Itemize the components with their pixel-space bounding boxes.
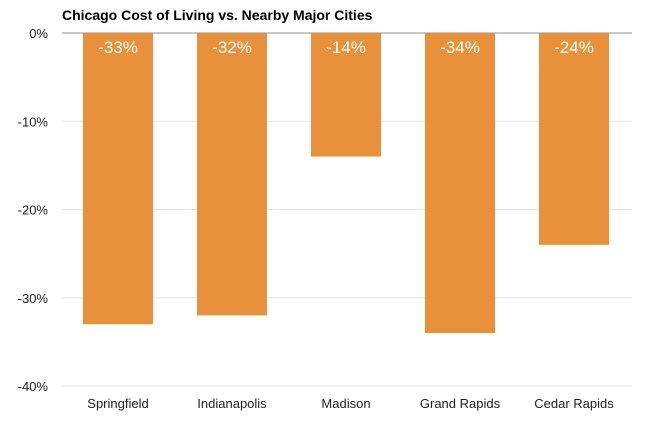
data-label: -14%	[326, 38, 366, 57]
x-category-label: Madison	[321, 396, 370, 411]
chart-title: Chicago Cost of Living vs. Nearby Major …	[62, 7, 373, 23]
y-tick-label: 0%	[29, 26, 48, 41]
bar	[83, 33, 153, 325]
bar	[539, 33, 609, 245]
data-label: -33%	[98, 38, 138, 57]
x-category-label: Grand Rapids	[420, 396, 501, 411]
x-axis-labels: Springfield Indianapolis Madison Grand Rapi…	[87, 396, 614, 411]
x-category-label: Cedar Rapids	[534, 396, 614, 411]
y-tick-label: -10%	[18, 114, 49, 129]
bar	[197, 33, 267, 316]
x-category-label: Springfield	[87, 396, 148, 411]
data-label: -34%	[440, 38, 480, 57]
data-label: -32%	[212, 38, 252, 57]
bars: -33% -32% -14% -34% -24%	[83, 33, 609, 334]
y-tick-label: -40%	[18, 379, 49, 394]
data-label: -24%	[554, 38, 594, 57]
y-tick-label: -30%	[18, 291, 49, 306]
y-axis-ticks: 0% -10% -20% -30% -40%	[18, 26, 49, 394]
bar	[425, 33, 495, 334]
y-tick-label: -20%	[18, 203, 49, 218]
bar	[311, 33, 381, 157]
x-category-label: Indianapolis	[197, 396, 267, 411]
